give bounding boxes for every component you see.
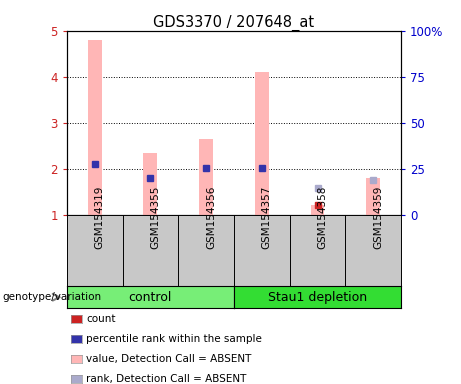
Bar xyxy=(255,72,269,215)
Text: count: count xyxy=(86,314,116,324)
Bar xyxy=(199,139,213,215)
Text: GSM154355: GSM154355 xyxy=(150,185,160,249)
Text: GSM154359: GSM154359 xyxy=(373,185,383,249)
Bar xyxy=(311,205,325,215)
Text: rank, Detection Call = ABSENT: rank, Detection Call = ABSENT xyxy=(86,374,247,384)
Text: GSM154357: GSM154357 xyxy=(262,185,272,249)
Text: percentile rank within the sample: percentile rank within the sample xyxy=(86,334,262,344)
Text: genotype/variation: genotype/variation xyxy=(2,292,101,302)
Text: Stau1 depletion: Stau1 depletion xyxy=(268,291,367,304)
Bar xyxy=(366,178,380,215)
Bar xyxy=(143,153,157,215)
Text: GSM154358: GSM154358 xyxy=(318,185,327,249)
Text: GSM154356: GSM154356 xyxy=(206,185,216,249)
Title: GDS3370 / 207648_at: GDS3370 / 207648_at xyxy=(154,15,314,31)
Text: GSM154319: GSM154319 xyxy=(95,185,105,249)
Text: control: control xyxy=(129,291,172,304)
Text: value, Detection Call = ABSENT: value, Detection Call = ABSENT xyxy=(86,354,252,364)
Bar xyxy=(88,40,102,215)
